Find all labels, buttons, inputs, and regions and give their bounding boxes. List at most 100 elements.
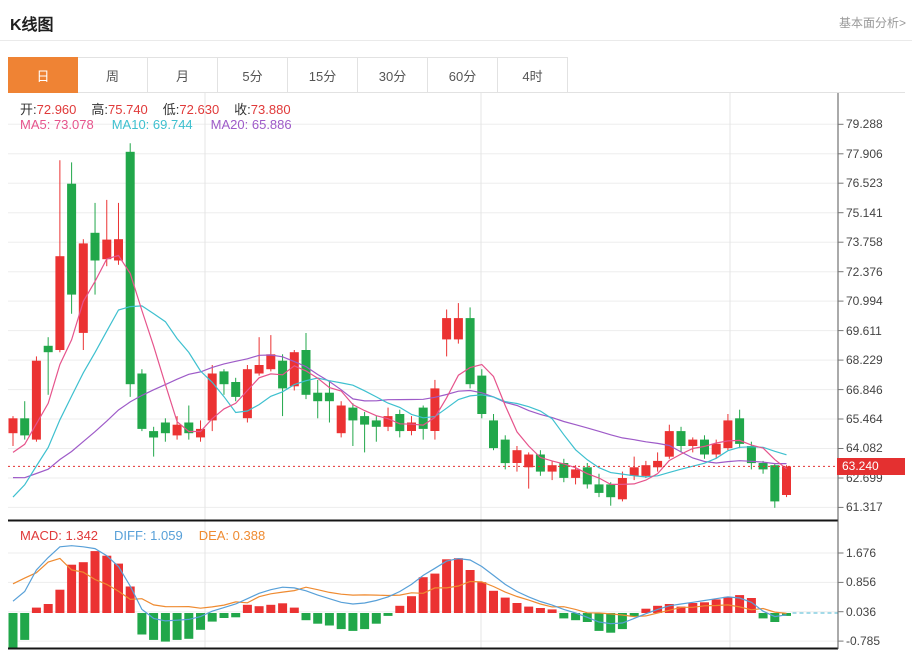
- tab-15min[interactable]: 15分: [288, 57, 358, 93]
- macd-axis-label: 0.856: [846, 575, 877, 590]
- candle: [114, 202, 123, 265]
- candle: [137, 369, 147, 432]
- fundamental-analysis-link[interactable]: 基本面分析>: [838, 16, 906, 30]
- macd-bar: [55, 589, 65, 613]
- candle: [336, 401, 346, 438]
- macd-bar: [711, 599, 721, 613]
- candle-body: [430, 388, 440, 431]
- macd-bar: [430, 573, 440, 613]
- candle: [231, 377, 241, 402]
- candle-body: [571, 469, 581, 478]
- main-axis-label: 70.994: [846, 294, 883, 309]
- candle: [78, 239, 88, 350]
- ma20-line: [12, 354, 787, 479]
- ma5-value: MA5: 73.078: [20, 117, 94, 132]
- main-axis-label: 65.464: [846, 412, 883, 427]
- macd-bar: [172, 613, 182, 640]
- tab-60min[interactable]: 60分: [428, 57, 498, 93]
- tab-30min[interactable]: 30分: [358, 57, 428, 93]
- ma10-line: [12, 305, 787, 498]
- candle-body: [242, 369, 252, 419]
- candle-body: [395, 414, 405, 432]
- candle: [266, 335, 276, 372]
- macd-bar: [78, 562, 88, 613]
- main-axis-label: 76.523: [846, 176, 883, 191]
- candle: [500, 435, 510, 470]
- tab-5min[interactable]: 5分: [218, 57, 288, 93]
- candle-body: [348, 407, 358, 421]
- candle-body: [219, 371, 229, 385]
- candle-body: [31, 360, 41, 440]
- candle-body: [55, 256, 65, 350]
- ma5-line: [12, 254, 787, 485]
- open-value: 开:72.960: [20, 102, 77, 117]
- interval-tabbar: 日周月 5分 15分 30分 60分 4时: [8, 57, 905, 93]
- macd-bar: [289, 607, 299, 613]
- candle-body: [160, 422, 170, 434]
- macd-bar: [664, 604, 674, 613]
- candle: [31, 356, 41, 442]
- candle: [20, 401, 30, 440]
- dea-line: [12, 557, 787, 618]
- candle-body: [547, 465, 557, 472]
- macd-bar: [324, 613, 334, 626]
- macd-histogram: [8, 551, 791, 648]
- candle-body: [125, 151, 135, 385]
- low-value: 低:72.630: [162, 102, 220, 117]
- macd-bar: [43, 604, 53, 613]
- candle-body: [453, 318, 463, 340]
- macd-bar: [31, 607, 41, 613]
- main-axis-label: 79.288: [846, 117, 883, 132]
- candle-body: [266, 354, 276, 370]
- macd-bar: [535, 608, 545, 613]
- candle-body: [78, 243, 88, 333]
- candle: [606, 482, 616, 506]
- tab-week[interactable]: 周: [78, 57, 148, 93]
- ma20-value: MA20: 65.886: [210, 117, 292, 132]
- tab-day[interactable]: 日: [8, 57, 78, 93]
- candle-body: [196, 428, 205, 438]
- candle: [653, 452, 663, 472]
- macd-bar: [770, 613, 780, 622]
- candle-body: [336, 405, 346, 434]
- macd-bar: [20, 613, 30, 640]
- candle-body: [90, 232, 100, 261]
- candle: [324, 382, 334, 423]
- candle: [524, 452, 534, 489]
- candle-body: [676, 431, 686, 446]
- macd-bar: [242, 604, 252, 613]
- candle: [67, 162, 77, 314]
- macd-bar: [196, 613, 205, 630]
- candle: [348, 403, 358, 446]
- candle-body: [606, 484, 616, 498]
- candle: [160, 418, 170, 442]
- candle: [102, 199, 112, 267]
- candle: [219, 369, 229, 395]
- candle-body: [700, 439, 709, 455]
- ohlc-legend: 开:72.960 高:75.740 低:72.630 收:73.880: [20, 99, 306, 118]
- macd-bar: [336, 613, 346, 630]
- macd-value: MACD: 1.342: [20, 528, 99, 543]
- macd-bar: [465, 570, 475, 613]
- candle-body: [67, 183, 77, 295]
- tab-4hour[interactable]: 4时: [498, 57, 568, 93]
- main-axis-label: 73.758: [846, 235, 883, 250]
- candle-body: [629, 467, 639, 476]
- ma10-value: MA10: 69.744: [111, 117, 193, 132]
- macd-bar: [371, 613, 381, 624]
- candle-body: [688, 439, 698, 446]
- candle-body: [524, 454, 534, 468]
- macd-bar: [8, 613, 18, 648]
- candle-body: [500, 439, 510, 464]
- page-title: K线图: [10, 17, 54, 34]
- tab-month[interactable]: 月: [148, 57, 218, 93]
- macd-bar: [383, 613, 393, 616]
- candle-body: [559, 463, 569, 478]
- macd-bar: [114, 563, 123, 613]
- candle: [90, 202, 100, 295]
- candle: [313, 379, 323, 419]
- diff-value: DIFF: 1.059: [114, 528, 183, 543]
- candle: [735, 409, 745, 449]
- macd-bar: [219, 613, 229, 618]
